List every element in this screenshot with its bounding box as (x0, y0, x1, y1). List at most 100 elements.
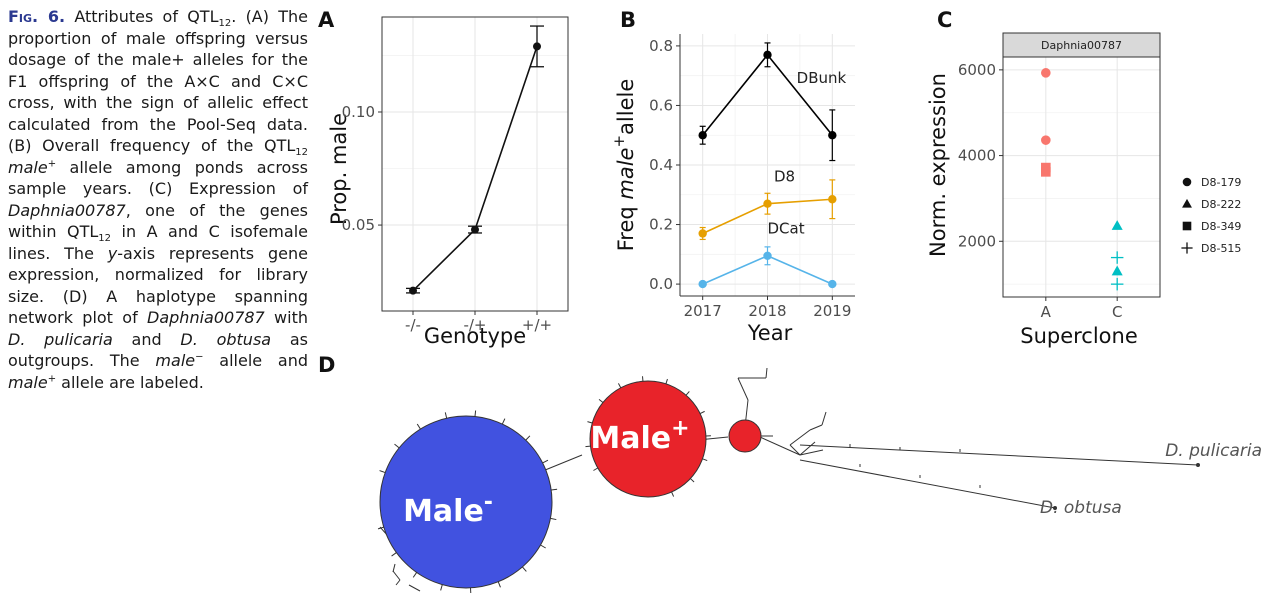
caption-segment: male (155, 351, 196, 370)
panel-b-xtick-label: 2019 (813, 302, 851, 320)
panel-c-frame (1002, 56, 1161, 298)
panel-b-ytick-label: 0.0 (649, 275, 673, 293)
panel-b-ylabel-part1: Freq (614, 200, 638, 252)
network-mutation-tick (542, 459, 549, 464)
figure-caption: Fig. 6. Attributes of QTL12. (A) The pro… (8, 6, 308, 393)
panel-b-xtick-label: 2017 (684, 302, 722, 320)
panel-c-xtick-label: C (1112, 303, 1122, 321)
panel-label-d: D (318, 353, 335, 377)
male-plus-label: Male+ (590, 416, 689, 456)
panel-a-ytick-label: 0.05 (342, 216, 375, 234)
panel-c-legend-key (1182, 198, 1192, 208)
network-mutation-tick (474, 410, 477, 417)
network-mutation-tick (525, 435, 531, 441)
male-minus-node (379, 415, 553, 589)
network-mutation-tick (416, 423, 421, 430)
network-mutation-tick (585, 445, 591, 448)
network-mutation-tick (540, 544, 546, 549)
network-mutation-tick (497, 581, 501, 588)
network-mutation-tick (377, 526, 384, 530)
network-edge (408, 584, 421, 592)
panel-label-a: A (318, 8, 335, 32)
network-mutation-tick (598, 398, 604, 403)
network-mutation-tick (702, 458, 708, 462)
network-mutation-tick (412, 572, 418, 578)
caption-segment: and (112, 329, 181, 349)
panel-b-point (698, 131, 707, 140)
outgroup-label-obtusa: D. obtusa (1040, 498, 1122, 518)
panel-c-legend-key (1182, 177, 1192, 187)
panel-b-ylabel-part3: + (610, 135, 628, 148)
caption-segment: 12 (295, 147, 308, 159)
small-haplotype-node (728, 419, 762, 453)
caption-segment: , one of the genes within QTL (8, 200, 308, 242)
panel-label-b: B (620, 8, 636, 32)
network-edge (821, 411, 827, 426)
caption-segment: D. obtusa (180, 329, 272, 349)
caption-segment: Fig. 6. (8, 7, 66, 26)
caption-segment: Daphnia00787 (8, 200, 126, 220)
network-edge (799, 441, 816, 456)
caption-segment: Daphnia00787 (147, 308, 265, 327)
panel-label-c: C (937, 8, 952, 32)
network-edge (809, 424, 823, 431)
network-edge (392, 563, 396, 573)
caption-segment: + (47, 158, 57, 170)
panel-c-xtick-label: A (1041, 303, 1052, 321)
network-mutation-tick (593, 467, 599, 471)
panel-b-point (828, 195, 837, 204)
panel-c-legend-label: D8-349 (1201, 220, 1241, 233)
caption-segment: Attributes of QTL (65, 7, 219, 26)
panel-c-facet-strip (1002, 32, 1161, 58)
panel-a-point (533, 42, 541, 51)
panel-b-point (763, 50, 772, 60)
panel-c-legend-label: D8-179 (1201, 176, 1241, 189)
caption-segment: allele and (203, 351, 308, 370)
network-edge (789, 444, 801, 456)
panel-b-ytick-label: 0.6 (649, 96, 673, 114)
panel-b-ytick-label: 0.4 (649, 156, 673, 174)
panel-c-facet-title: Daphnia00787 (1041, 39, 1122, 52)
caption-segment: in A and C isofemale lines. The (8, 222, 308, 263)
caption-segment: male (8, 372, 48, 392)
panel-a-xlabel: Genotype (424, 324, 526, 348)
network-edge (759, 436, 801, 456)
network-mutation-tick (665, 378, 668, 384)
male-plus-label-sup: + (671, 416, 689, 441)
panel-b-series-label: DBunk (797, 69, 847, 87)
male-minus-label-text: Male (403, 494, 484, 529)
panel-c-xlabel: Superclone (1020, 324, 1138, 348)
network-mutation-tick (690, 478, 695, 483)
panel-c-ytick-label: 4000 (958, 147, 996, 165)
network-mutation-tick (587, 421, 593, 424)
panel-c-point (1110, 251, 1124, 264)
male-plus-label-text: Male (590, 421, 671, 456)
caption-segment: D. pulicaria (8, 329, 113, 349)
caption-segment: 12 (218, 18, 232, 30)
network-mutation-tick (444, 412, 448, 419)
panel-c-ylabel: Norm. expression (926, 73, 950, 257)
network-mutation-tick (379, 470, 386, 474)
panel-c-ytick-label: 2000 (958, 232, 996, 250)
panel-c-legend-label: D8-515 (1201, 242, 1241, 255)
panel-b-point (698, 229, 707, 238)
caption-segment: y (107, 243, 118, 263)
panel-b-series-label: D8 (774, 167, 795, 185)
network-mutation-tick (391, 552, 397, 557)
panel-b-point (763, 251, 772, 261)
panel-b-ylabel-part2: male (614, 148, 638, 200)
network-mutation-tick (501, 418, 506, 425)
network-edge (799, 444, 1199, 466)
caption-segment: allele are labeled. (56, 372, 204, 392)
male-plus-node (589, 380, 707, 498)
caption-segment: . (A) The proportion of male offspring v… (8, 7, 308, 155)
male-minus-label: Male- (403, 490, 493, 529)
caption-segment: -axis represents gene expression, normal… (8, 243, 308, 328)
network-mutation-tick (699, 410, 705, 415)
panel-a-xtick-label: +/+ (522, 316, 552, 334)
network-edge (789, 429, 811, 446)
network-mutation-tick (685, 391, 690, 396)
network-edge (737, 377, 749, 401)
network-mutation-tick (671, 491, 675, 497)
